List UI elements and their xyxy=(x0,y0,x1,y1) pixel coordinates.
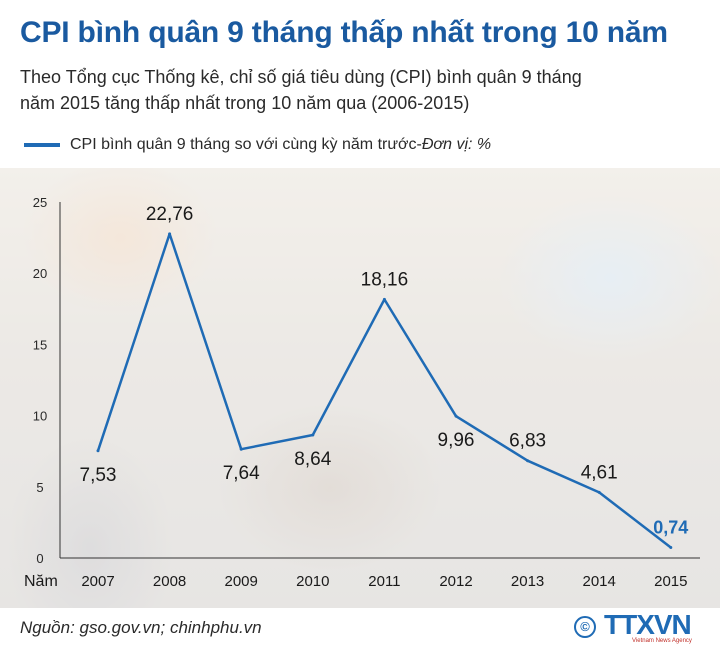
legend-label: CPI bình quân 9 tháng so với cùng kỳ năm… xyxy=(70,136,422,153)
logo-wordmark: TTXVN xyxy=(604,609,692,640)
x-tick-label: 2013 xyxy=(511,573,544,590)
data-point xyxy=(597,490,601,494)
page-title: CPI bình quân 9 tháng thấp nhất trong 10… xyxy=(20,16,668,49)
data-point xyxy=(168,232,172,236)
x-tick-label: 2008 xyxy=(153,573,186,590)
x-tick-label: 2011 xyxy=(368,573,400,590)
data-point xyxy=(382,297,386,301)
x-tick-label: 2014 xyxy=(583,573,616,590)
chart-legend: CPI bình quân 9 tháng so với cùng kỳ năm… xyxy=(24,132,491,158)
x-axis-title: Năm xyxy=(24,573,58,590)
data-point xyxy=(311,433,315,437)
data-point xyxy=(454,414,458,418)
subtitle-line-1: Theo Tổng cục Thống kê, chỉ số giá tiêu … xyxy=(20,67,582,87)
data-label: 7,53 xyxy=(80,465,117,486)
data-point xyxy=(526,459,530,463)
data-label: 22,76 xyxy=(146,204,194,225)
x-tick-label: 2007 xyxy=(81,573,114,590)
y-tick-label: 25 xyxy=(33,195,47,210)
data-label: 6,83 xyxy=(509,431,546,452)
logo-subtext: Vietnam News Agency xyxy=(632,638,692,644)
data-point xyxy=(669,545,673,549)
x-tick-label: 2012 xyxy=(439,573,472,590)
data-label: 0,74 xyxy=(653,517,688,537)
copyright-icon: © xyxy=(574,616,596,638)
legend-line-swatch xyxy=(24,143,60,147)
y-tick-label: 10 xyxy=(33,409,47,424)
data-point xyxy=(96,449,100,453)
x-tick-label: 2010 xyxy=(296,573,329,590)
data-label: 9,96 xyxy=(438,430,475,451)
y-tick-label: 15 xyxy=(33,337,47,352)
ttxvn-logo: © TTXVN Vietnam News Agency xyxy=(574,610,704,646)
x-tick-label: 2009 xyxy=(225,573,258,590)
data-label: 18,16 xyxy=(361,269,409,290)
y-tick-label: 0 xyxy=(36,551,43,566)
data-point xyxy=(239,447,243,451)
y-tick-label: 5 xyxy=(36,480,43,495)
data-label: 4,61 xyxy=(581,462,618,483)
subtitle: Theo Tổng cục Thống kê, chỉ số giá tiêu … xyxy=(20,64,700,116)
x-tick-label: 2015 xyxy=(654,573,687,590)
legend-unit: Đơn vị: % xyxy=(421,136,492,153)
cpi-line-chart: 0 5 10 15 20 25 Năm 2007 2008 2009 2010 2011 2012 201… xyxy=(24,195,700,590)
subtitle-line-2: năm 2015 tăng thấp nhất trong 10 năm qua… xyxy=(20,93,470,113)
footer: Nguồn: gso.gov.vn; chinhphu.vn © TTXVN V… xyxy=(0,608,720,648)
data-label: 8,64 xyxy=(294,449,331,470)
y-tick-label: 20 xyxy=(33,266,47,281)
source-text: Nguồn: gso.gov.vn; chinhphu.vn xyxy=(20,618,262,637)
data-label: 7,64 xyxy=(223,463,260,484)
